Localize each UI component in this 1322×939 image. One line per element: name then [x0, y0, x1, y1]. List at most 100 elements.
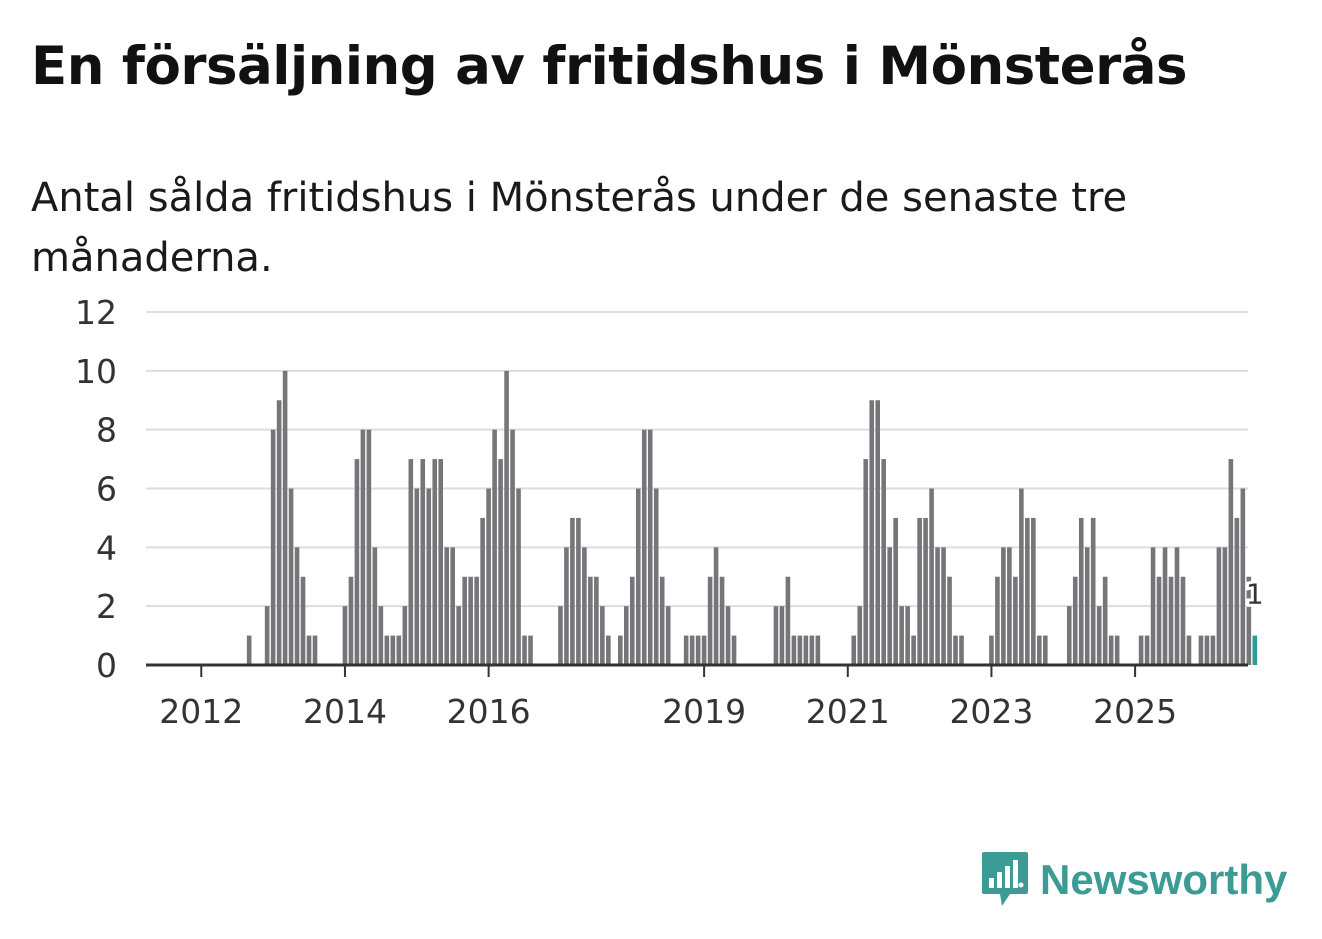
gridlines	[146, 311, 1248, 608]
bar	[450, 547, 455, 665]
bar	[647, 429, 653, 665]
bar-highlight	[1252, 635, 1258, 665]
y-tick-label: 4	[96, 528, 117, 567]
x-tick-label: 2012	[159, 692, 243, 731]
bar	[1222, 547, 1228, 665]
x-tick-label: 2019	[662, 692, 746, 731]
bar	[725, 606, 731, 665]
bar	[1186, 635, 1192, 665]
bar	[893, 517, 898, 665]
bar	[1234, 517, 1240, 665]
bar	[306, 635, 312, 665]
bar	[1108, 635, 1114, 665]
bar	[1078, 517, 1084, 665]
bar	[1090, 517, 1096, 665]
bar	[354, 459, 360, 665]
bar	[1174, 547, 1180, 665]
bar	[468, 576, 473, 665]
bar	[606, 635, 611, 665]
x-tick-label: 2014	[303, 692, 387, 731]
bar	[246, 635, 252, 665]
bar	[270, 429, 276, 665]
bar	[1144, 635, 1150, 665]
bar	[851, 635, 857, 665]
bar	[623, 606, 629, 665]
bar	[480, 517, 485, 665]
bar	[1102, 576, 1108, 665]
bar	[773, 606, 779, 665]
bar	[665, 606, 671, 665]
bar	[713, 547, 719, 665]
bar	[1228, 459, 1234, 665]
bar	[348, 576, 354, 665]
bar	[683, 635, 689, 665]
bar	[1037, 635, 1042, 665]
bar	[641, 429, 647, 665]
bars	[246, 370, 1258, 665]
bar	[390, 635, 396, 665]
bar	[815, 635, 821, 665]
x-axis-labels: 2012 2014 2016 2019 2021 2023 2025	[159, 665, 1177, 731]
bar	[276, 400, 282, 665]
bar	[1019, 488, 1024, 665]
bar	[653, 488, 659, 665]
bar	[905, 606, 910, 665]
bar	[1096, 606, 1102, 665]
bar	[923, 517, 928, 665]
bar	[881, 459, 886, 665]
bar	[899, 606, 904, 665]
bar	[779, 606, 785, 665]
bar	[917, 517, 922, 665]
bar	[719, 576, 725, 665]
chart-subtitle: Antal sålda fritidshus i Mönsterås under…	[31, 175, 1128, 281]
bar	[414, 488, 420, 665]
bar	[731, 635, 737, 665]
bar	[438, 459, 444, 665]
bar	[294, 547, 300, 665]
bar	[995, 576, 1000, 665]
bar	[1204, 635, 1210, 665]
bar	[695, 635, 701, 665]
bar-chart-speech-icon	[982, 852, 1028, 906]
bar	[1072, 576, 1078, 665]
bar	[264, 606, 270, 665]
bar	[582, 547, 587, 665]
bar	[360, 429, 366, 665]
bar	[707, 576, 713, 665]
y-tick-label: 10	[75, 352, 117, 391]
x-tick-label: 2025	[1093, 692, 1177, 731]
bar	[1240, 488, 1246, 665]
annotations: 1	[1243, 575, 1267, 614]
bar	[396, 635, 402, 665]
bar	[366, 429, 372, 665]
bar	[426, 488, 432, 665]
bar	[1084, 547, 1090, 665]
bar	[1066, 606, 1072, 665]
y-tick-label: 2	[96, 587, 117, 626]
bar	[1013, 576, 1018, 665]
bar	[797, 635, 803, 665]
bar	[809, 635, 815, 665]
y-tick-label: 8	[96, 411, 117, 450]
bar	[372, 547, 378, 665]
bar	[941, 547, 946, 665]
bar	[588, 576, 593, 665]
bar	[791, 635, 797, 665]
bar	[312, 635, 318, 665]
bar	[564, 547, 569, 665]
bar	[1150, 547, 1156, 665]
bar	[1216, 547, 1222, 665]
bar	[384, 635, 390, 665]
bar	[300, 576, 306, 665]
brand-name: Newsworthy	[1040, 856, 1288, 903]
newsworthy-logo: Newsworthy	[980, 850, 1287, 910]
highlight-data-label: 1	[1246, 578, 1264, 611]
bar	[869, 400, 875, 665]
bar	[456, 606, 461, 665]
bar	[689, 635, 695, 665]
bar	[635, 488, 641, 665]
x-tick-label: 2021	[806, 692, 890, 731]
bar	[528, 635, 533, 665]
bar	[1001, 547, 1006, 665]
